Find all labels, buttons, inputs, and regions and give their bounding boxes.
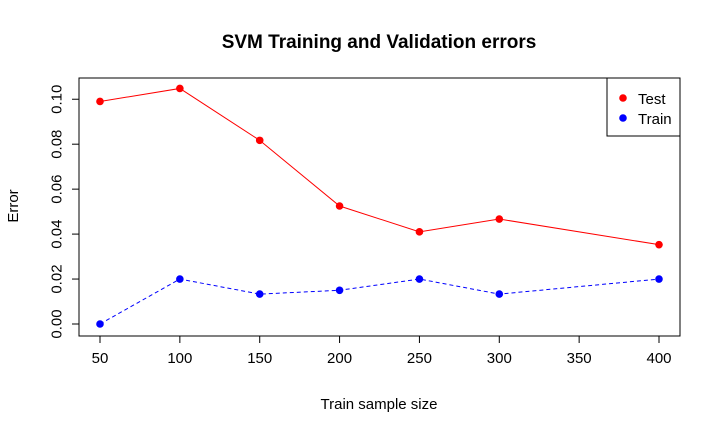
x-tick-label: 50 — [92, 350, 109, 367]
data-point-test — [495, 215, 504, 223]
y-tick-label: 0.04 — [49, 219, 66, 248]
data-point-train — [495, 290, 504, 298]
data-point-test — [335, 202, 344, 210]
y-tick-label: 0.06 — [49, 175, 66, 204]
y-tick-label: 0.00 — [49, 309, 66, 338]
x-tick-label: 150 — [247, 350, 272, 367]
y-tick-label: 0.10 — [49, 85, 66, 114]
legend: Test Train — [606, 77, 681, 137]
data-point-test — [96, 97, 104, 106]
data-point-train — [176, 275, 184, 283]
series-line-test — [99, 87, 660, 246]
x-tick-label: 350 — [567, 350, 592, 367]
y-axis-label: Error — [5, 189, 22, 222]
x-axis-label: Train sample size — [321, 396, 438, 413]
legend-marker-test — [619, 94, 627, 102]
legend-label-test: Test — [638, 91, 666, 108]
plot-frame — [78, 77, 681, 337]
x-tick-label: 300 — [487, 350, 512, 367]
series-points — [96, 84, 663, 328]
data-point-train — [655, 275, 663, 283]
y-tick-label: 0.08 — [49, 130, 66, 159]
legend-label-train: Train — [638, 111, 672, 128]
data-point-train — [255, 290, 264, 298]
data-point-test — [255, 136, 264, 145]
data-point-test — [176, 84, 184, 93]
x-tick-label: 400 — [646, 350, 671, 367]
legend-box — [606, 77, 681, 137]
x-tick-label: 200 — [327, 350, 352, 367]
series-lines — [99, 87, 660, 325]
legend-marker-train — [619, 114, 627, 122]
y-axis: 0.00 0.02 0.04 0.06 0.08 0.10 — [49, 85, 80, 339]
data-point-train — [335, 286, 344, 295]
data-point-test — [655, 240, 663, 249]
data-point-test — [415, 228, 424, 236]
series-line-train — [99, 278, 660, 325]
x-axis: 50 100 150 200 250 300 350 400 — [92, 335, 672, 367]
x-tick-label: 250 — [407, 350, 432, 367]
y-tick-label: 0.02 — [49, 264, 66, 293]
data-point-train — [96, 320, 104, 328]
data-point-train — [415, 275, 424, 283]
chart-title: SVM Training and Validation errors — [222, 32, 537, 53]
x-tick-label: 100 — [167, 350, 192, 367]
